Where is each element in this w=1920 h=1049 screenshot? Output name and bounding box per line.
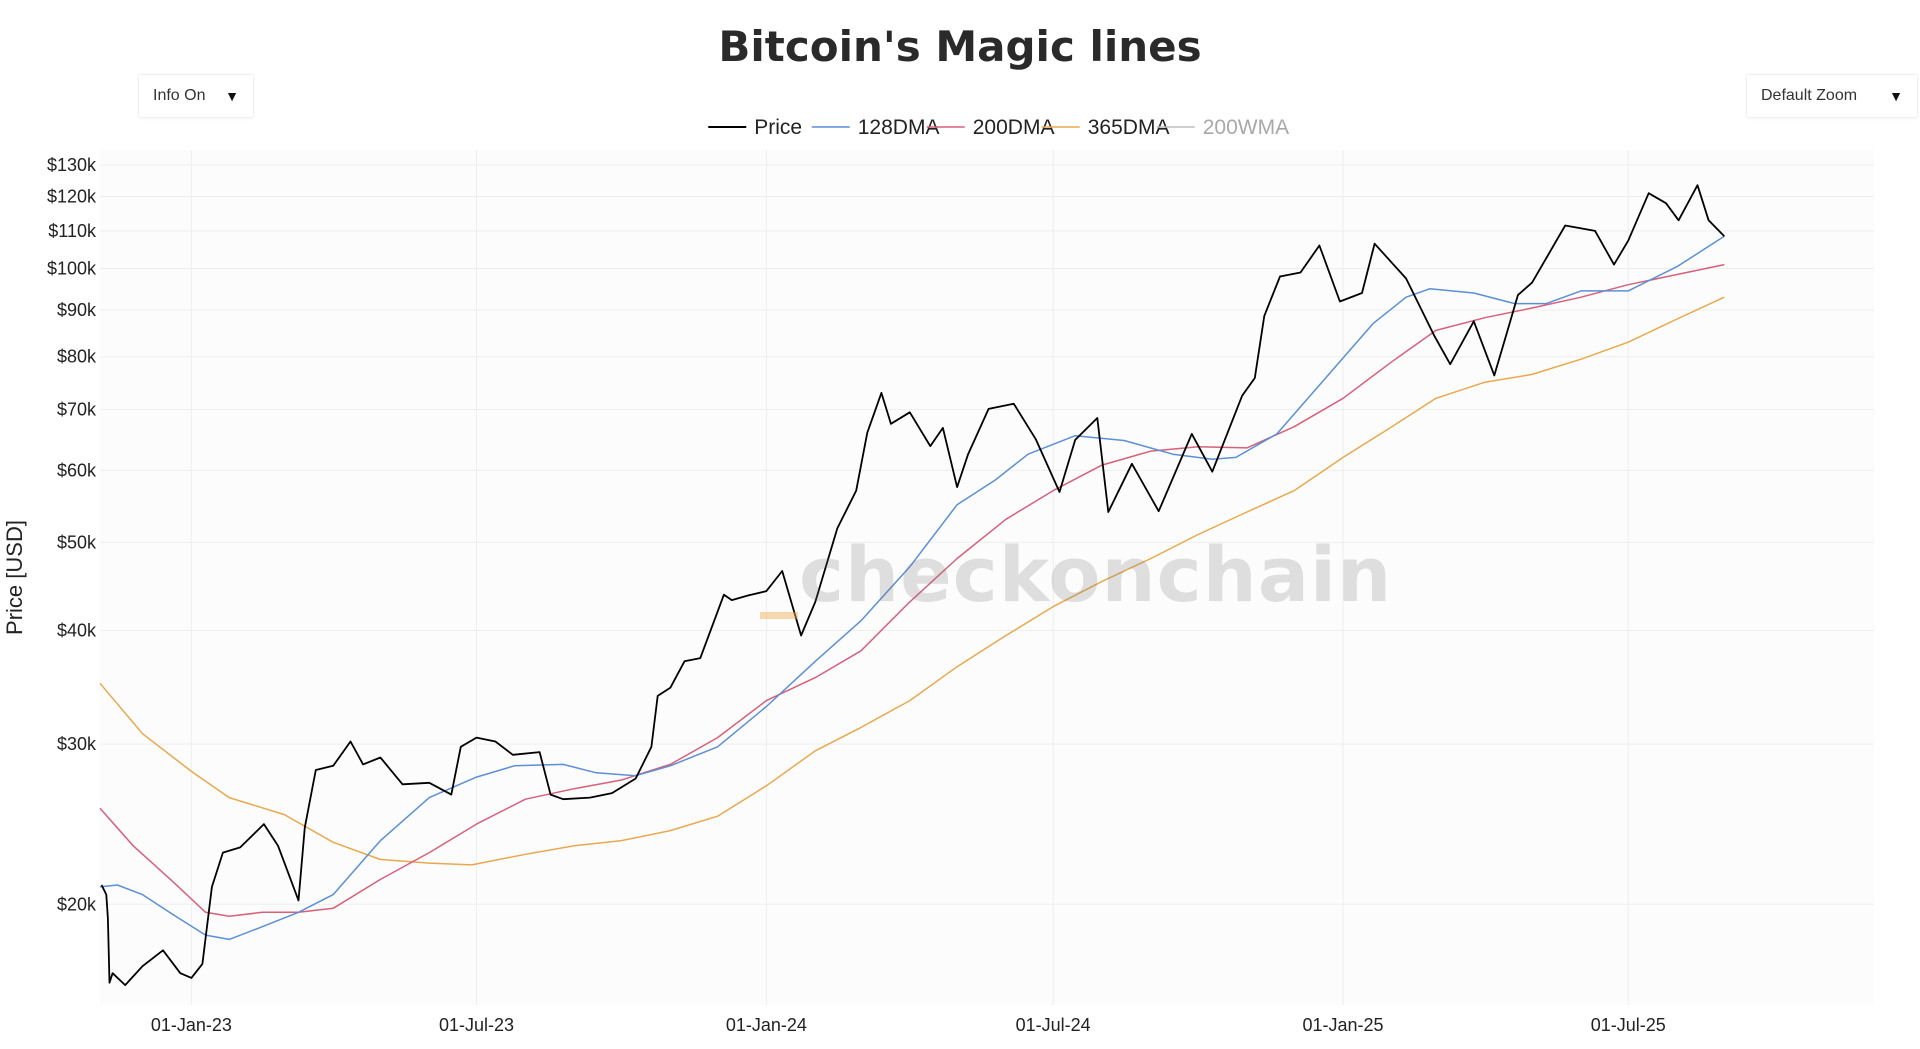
zoom-dropdown-label: Default Zoom — [1761, 87, 1858, 104]
y-tick-label: $90k — [57, 300, 97, 320]
legend-item-dma365[interactable]: 365DMA — [1041, 116, 1170, 139]
y-tick-label: $110k — [48, 221, 97, 241]
watermark: _checkonchain — [760, 530, 1392, 619]
chart-title: Bitcoin's Magic lines — [718, 22, 1202, 71]
x-tick-label: 01-Jul-24 — [1016, 1015, 1091, 1035]
x-tick-label: 01-Jul-25 — [1591, 1015, 1666, 1035]
watermark-underscore: _ — [760, 530, 799, 619]
dropdown-arrow-icon: ▼ — [225, 88, 239, 104]
legend-label: 128DMA — [858, 116, 940, 139]
y-tick-label: $130k — [47, 155, 97, 175]
y-tick-label: $30k — [57, 734, 97, 754]
series-line-dma128 — [99, 235, 1725, 941]
x-tick-label: 01-Jan-23 — [151, 1015, 232, 1035]
y-tick-label: $20k — [57, 894, 97, 914]
legend-item-price[interactable]: Price — [708, 116, 802, 139]
legend-label: Price — [754, 116, 802, 139]
y-tick-label: $40k — [57, 621, 97, 641]
legend-label: 200WMA — [1203, 116, 1289, 139]
x-tick-label: 01-Jan-25 — [1303, 1015, 1384, 1035]
x-tick-label: 01-Jul-23 — [439, 1015, 514, 1035]
y-tick-label: $70k — [57, 399, 97, 419]
dropdown-arrow-icon: ▼ — [1889, 88, 1903, 104]
legend-item-dma128[interactable]: 128DMA — [811, 116, 940, 139]
series-line-dma365 — [99, 296, 1725, 866]
zoom-dropdown[interactable]: Default Zoom ▼ — [1746, 74, 1918, 118]
legend-item-dma200[interactable]: 200DMA — [926, 116, 1055, 139]
y-axis-label: Price [USD] — [2, 520, 27, 635]
y-tick-label: $100k — [47, 259, 97, 279]
x-tick-label: 01-Jan-24 — [726, 1015, 807, 1035]
series-line-price — [100, 184, 1725, 986]
y-tick-label: $80k — [57, 347, 97, 367]
legend-label: 365DMA — [1088, 116, 1170, 139]
legend-item-wma200[interactable]: 200WMA — [1156, 116, 1289, 139]
y-tick-label: $120k — [47, 187, 97, 207]
y-tick-label: $60k — [57, 460, 97, 480]
legend-label: 200DMA — [973, 116, 1055, 139]
info-toggle-dropdown[interactable]: Info On ▼ — [138, 74, 254, 118]
chart-legend: Price 128DMA 200DMA 365DMA 200WMA — [708, 116, 1289, 139]
y-tick-label: $50k — [57, 532, 97, 552]
watermark-text: checkonchain — [799, 530, 1393, 619]
info-dropdown-label: Info On — [153, 87, 206, 104]
